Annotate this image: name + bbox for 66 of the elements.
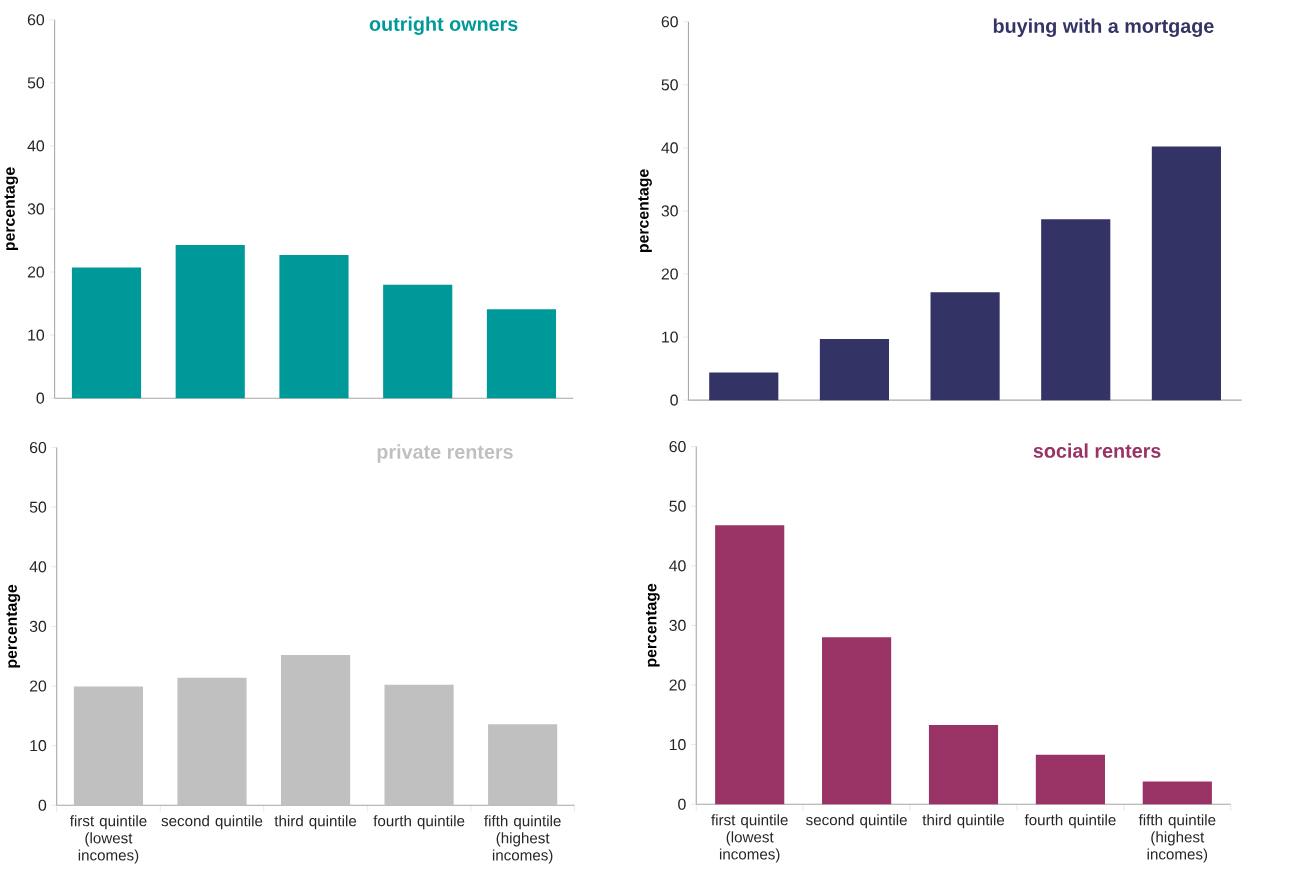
chart-title: social renters [1033, 443, 1161, 458]
y-tick-label: 10 [30, 739, 47, 752]
bar [175, 244, 245, 398]
y-tick-label: 50 [661, 79, 678, 91]
y-tick-label: 50 [27, 77, 45, 89]
y-tick-label: 60 [669, 440, 686, 452]
y-tick-label: 10 [28, 329, 45, 341]
bar [279, 254, 349, 398]
chart-title: buying with a mortgage [993, 18, 1214, 37]
bar [1041, 218, 1111, 400]
bar [280, 654, 351, 806]
bar [709, 372, 779, 400]
y-axis-title: percentage [646, 583, 660, 667]
x-tick-label: first quintile (lowest incomes) [69, 815, 147, 864]
x-tick-label: first quintile (lowest incomes) [711, 814, 788, 863]
y-tick-label: 20 [661, 268, 678, 280]
x-tick-label: fifth quintile (highest incomes) [484, 815, 561, 864]
bar [177, 677, 247, 806]
x-tick-label: fifth quintile (highest incomes) [1138, 814, 1216, 863]
chart-title: outright owners [369, 16, 518, 35]
y-tick-label: 60 [27, 14, 45, 26]
x-tick-label: second quintile [161, 815, 263, 830]
bar [488, 724, 558, 806]
y-tick-label: 40 [27, 140, 45, 152]
y-tick-label: 60 [661, 15, 678, 28]
y-tick-label: 0 [670, 394, 678, 406]
y-tick-label: 0 [36, 392, 45, 404]
bar [384, 684, 454, 806]
y-axis-title: percentage [4, 167, 19, 250]
y-tick-label: 30 [29, 620, 47, 632]
bar [1151, 146, 1221, 400]
y-tick-label: 20 [29, 680, 47, 692]
bar [715, 525, 785, 805]
y-tick-label: 30 [27, 203, 45, 215]
x-tick-label: fourth quintile [1024, 814, 1116, 829]
y-tick-label: 30 [661, 205, 678, 217]
y-tick-label: 10 [662, 331, 678, 343]
x-tick-label: fourth quintile [373, 815, 465, 830]
y-tick-label: 40 [29, 561, 47, 573]
x-tick-label: third quintile [922, 814, 1005, 829]
y-tick-label: 0 [678, 798, 686, 810]
y-tick-label: 20 [27, 266, 45, 278]
y-axis-title: percentage [6, 584, 21, 668]
bar [71, 267, 142, 398]
bar [930, 292, 1000, 400]
bar [383, 284, 453, 398]
bar [73, 686, 144, 806]
y-tick-label: 0 [38, 799, 47, 811]
bar [1035, 754, 1105, 805]
bar [928, 724, 999, 805]
bar [486, 309, 557, 398]
y-axis-title: percentage [638, 169, 652, 252]
y-tick-label: 60 [29, 441, 47, 453]
chart-title: private renters [377, 444, 513, 463]
bar [1142, 781, 1212, 805]
y-tick-label: 40 [661, 142, 678, 154]
x-tick-label: second quintile [806, 814, 907, 829]
x-tick-label: third quintile [274, 815, 357, 830]
y-tick-label: 50 [669, 500, 686, 512]
y-tick-label: 30 [669, 619, 686, 631]
bar [822, 637, 892, 805]
y-tick-label: 40 [669, 560, 686, 572]
y-tick-label: 10 [669, 738, 686, 751]
y-tick-label: 50 [29, 501, 47, 513]
y-tick-label: 20 [669, 679, 686, 691]
bar [819, 338, 890, 400]
